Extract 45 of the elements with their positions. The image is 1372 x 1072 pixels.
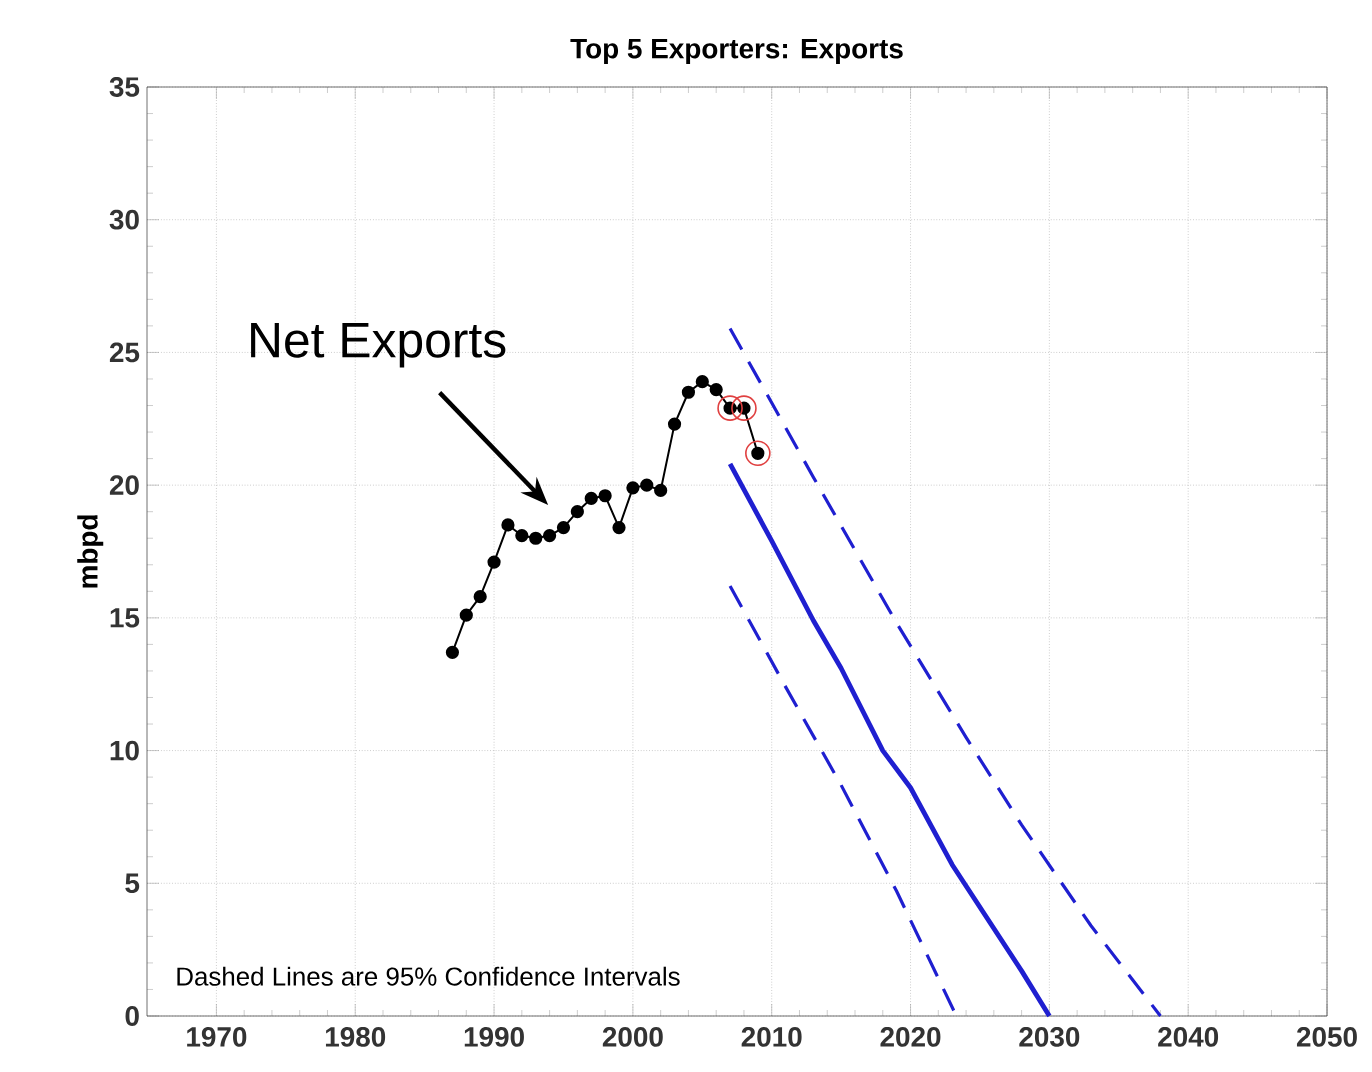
point [654,483,668,498]
point [612,521,626,535]
point [709,382,723,397]
x-tick-label: 1970 [187,1027,247,1047]
point [515,528,529,543]
point [598,489,612,503]
y-tick-label: 20 [109,475,139,496]
y-tick-label: 25 [109,342,140,363]
point [473,590,487,604]
point [717,395,743,421]
annotation: Net Exports [251,322,506,368]
point [626,481,640,495]
point [640,478,654,492]
x-tick-label: 2000 [602,1027,663,1047]
point [584,491,598,506]
point [445,645,460,659]
line-series [728,326,1163,1018]
y-tick-label: 35 [109,77,140,97]
point [745,440,771,467]
point [501,518,515,532]
y-axis-title: mbpd [77,515,104,588]
y-tick-label: 0 [125,1006,139,1026]
annotation: Dashed Lines are 95% Confidence Intervals [177,966,680,986]
point [459,608,473,622]
y-tick-label: 10 [110,740,139,761]
point [542,528,557,543]
y-tick-label: 5 [125,873,140,894]
x-tick-label: 1980 [325,1027,386,1047]
point [695,375,709,389]
x-tick-label: 2020 [880,1027,941,1047]
y-tick-label: 30 [109,209,139,230]
point [570,505,584,519]
x-tick-label: 2010 [741,1027,802,1047]
y-tick-label: 15 [110,608,140,628]
point [731,395,757,421]
x-tick-label: 1990 [464,1027,524,1047]
x-tick-label: 2030 [1019,1027,1080,1047]
x-tick-label: 2050 [1296,1027,1357,1047]
point [681,385,696,399]
point [556,521,571,535]
point [529,531,543,545]
point [487,555,501,569]
point [667,417,682,431]
x-tick-label: 2040 [1158,1027,1219,1047]
chart-title: Top 5 Exporters: Exports [570,39,903,64]
